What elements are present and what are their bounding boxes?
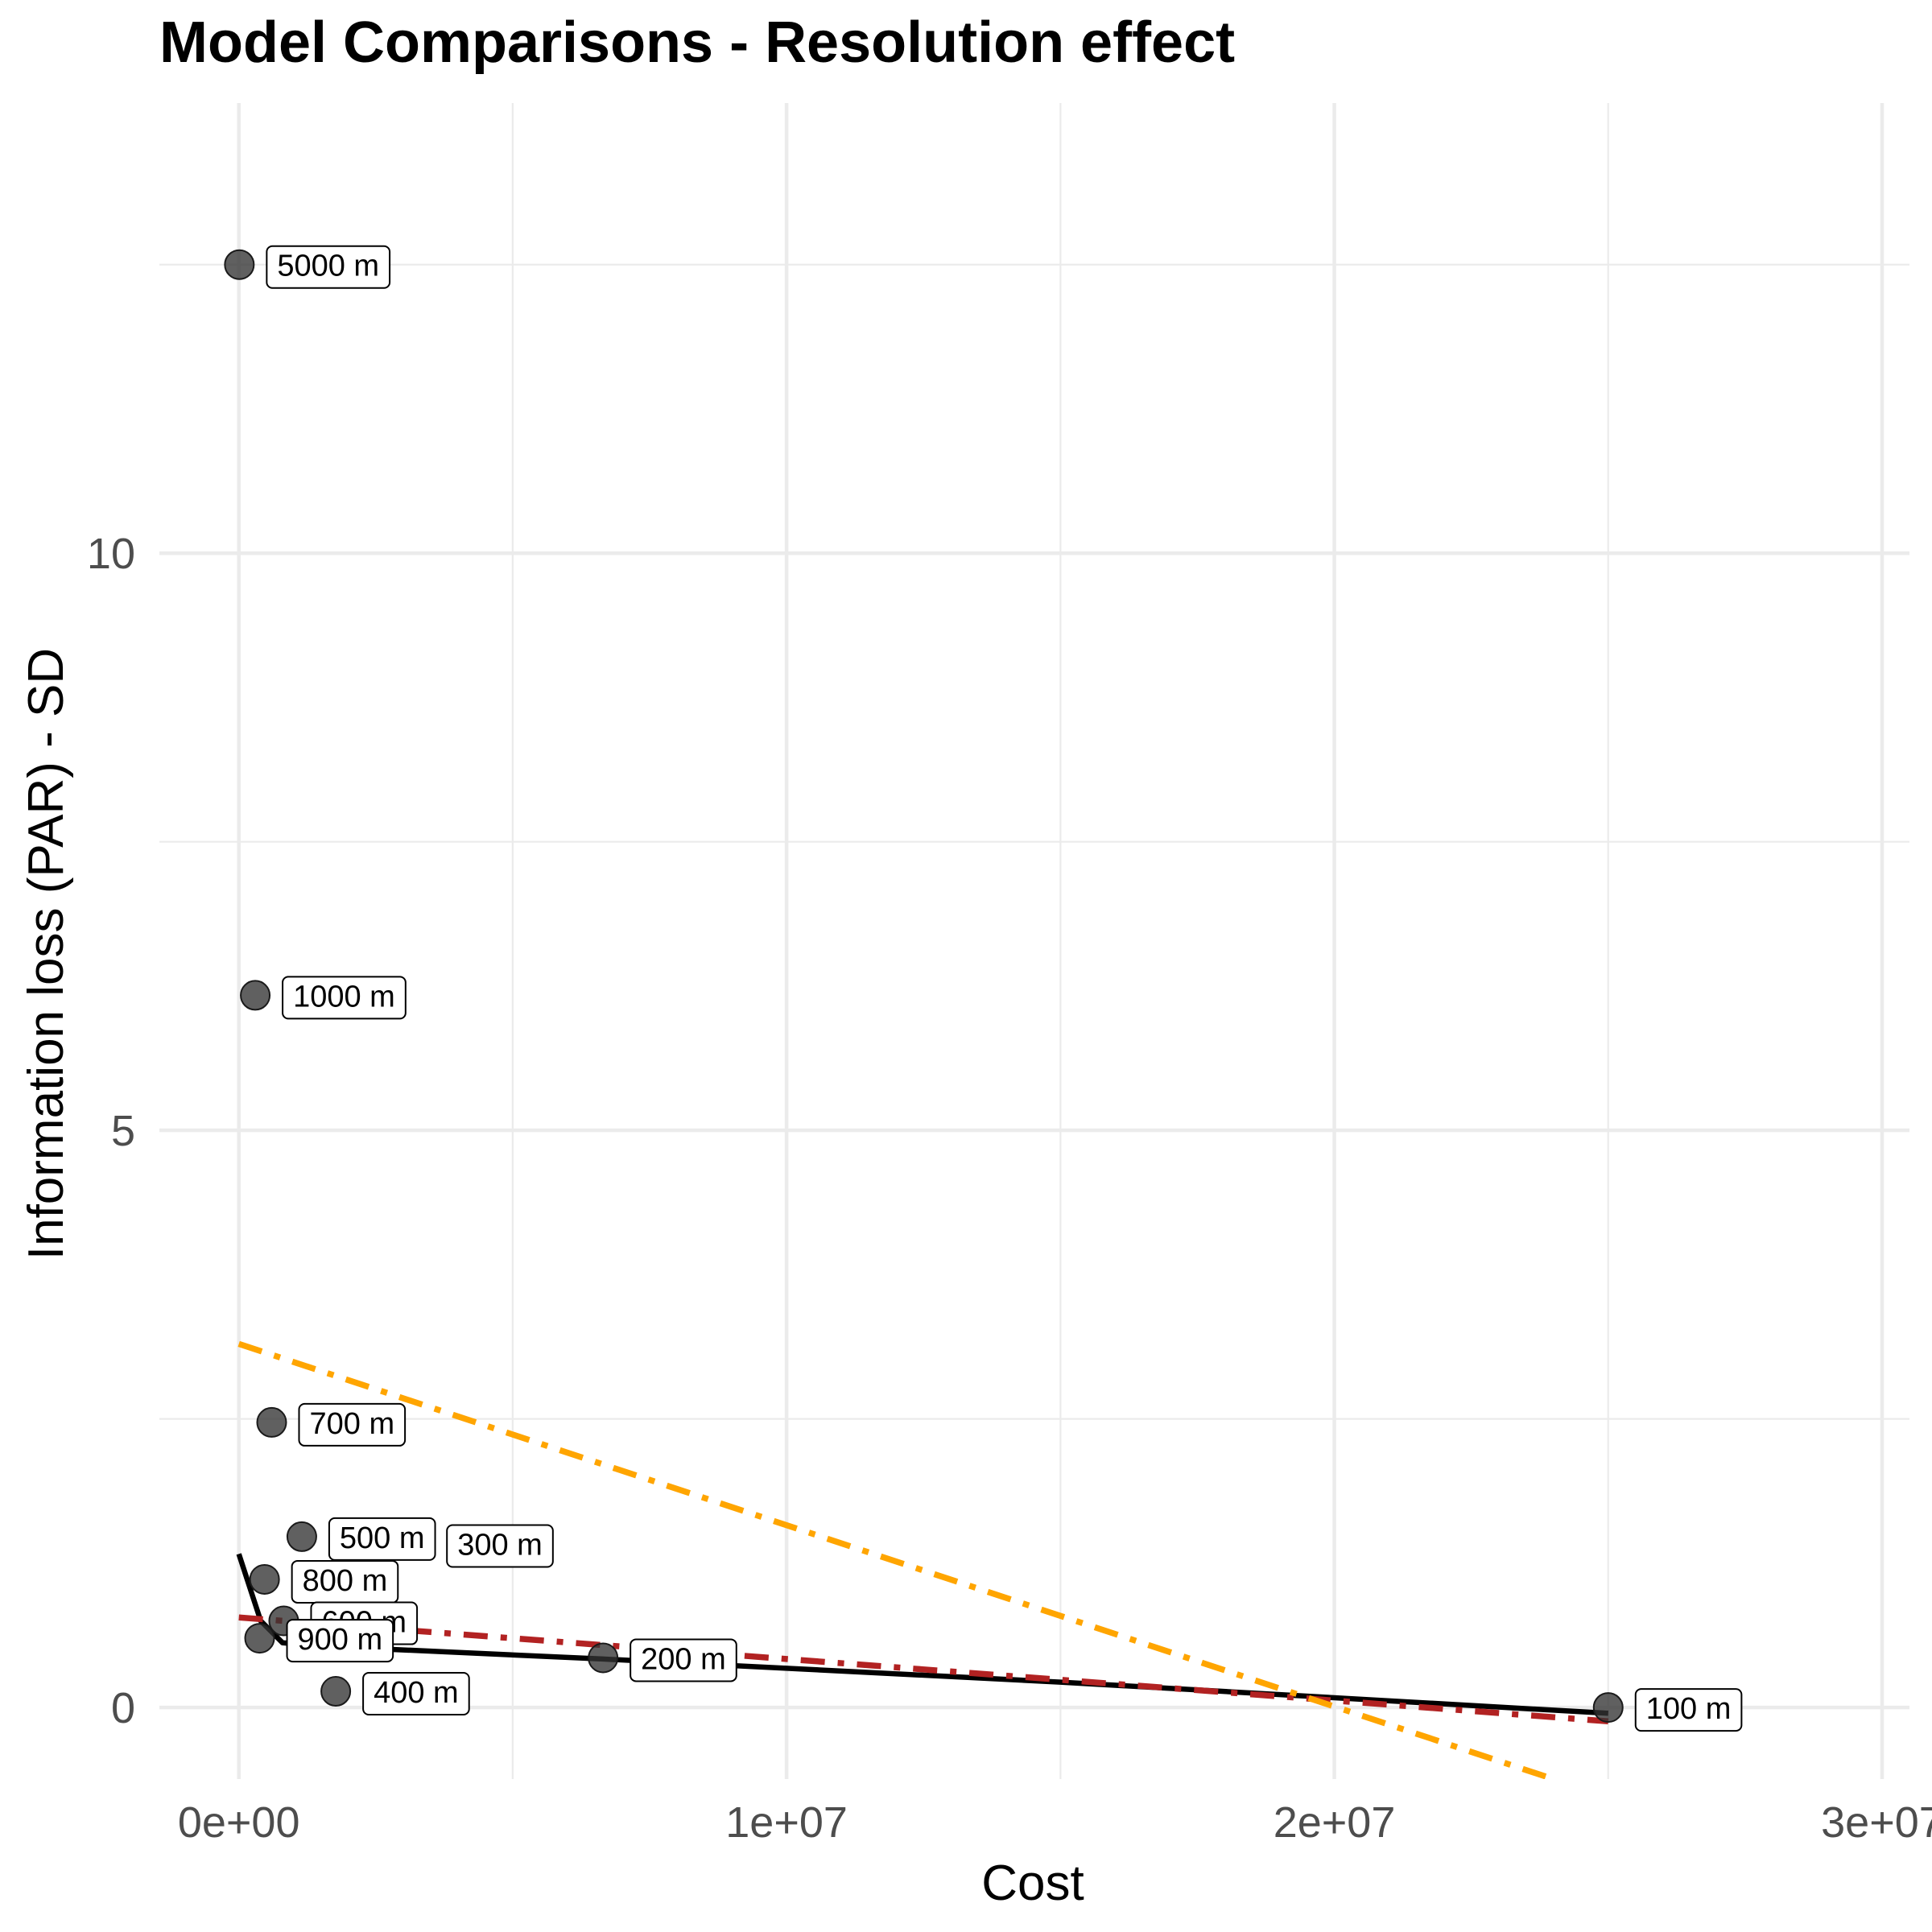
x-tick-label: 3e+07 — [1821, 1798, 1932, 1847]
point-label-box — [298, 1402, 407, 1447]
data-point — [249, 1563, 280, 1595]
point-label: 5000 m — [266, 245, 391, 289]
point-label-box — [446, 1524, 554, 1568]
point-label-text: 800 m — [303, 1564, 388, 1598]
data-point — [244, 1623, 275, 1654]
point-label: 200 m — [630, 1638, 737, 1682]
point-label: 300 m — [446, 1524, 554, 1568]
y-axis-title: Information loss (PAR) - SD — [19, 648, 74, 1260]
data-point — [240, 980, 271, 1011]
data-point — [320, 1676, 352, 1707]
point-label: 400 m — [362, 1672, 470, 1716]
trend-line-2 — [238, 1614, 1609, 1725]
point-label: 100 m — [1634, 1688, 1743, 1732]
point-label-text: 100 m — [1646, 1692, 1732, 1726]
point-label: 1000 m — [282, 976, 407, 1020]
data-point — [1592, 1692, 1624, 1724]
y-tick-label: 0 — [111, 1684, 135, 1732]
point-label: 500 m — [328, 1517, 436, 1561]
x-tick-label: 0e+00 — [178, 1798, 300, 1847]
point-label-box — [630, 1638, 737, 1682]
point-label: 900 m — [286, 1619, 394, 1663]
point-label-box — [286, 1619, 394, 1663]
trend-line-3 — [237, 1340, 1554, 1779]
data-points — [224, 249, 1624, 1724]
x-tick-label: 1e+07 — [725, 1798, 848, 1847]
point-label: 700 m — [298, 1402, 407, 1447]
data-point — [286, 1521, 317, 1552]
x-axis-title: Cost — [981, 1856, 1084, 1911]
point-label-box — [266, 245, 391, 289]
point-label-box — [1634, 1688, 1743, 1732]
tick-labels: 0e+00 1e+07 2e+07 3e+07 0 5 10 — [87, 530, 1932, 1847]
point-label-text: 1000 m — [293, 980, 395, 1013]
point-label-box — [328, 1517, 436, 1561]
y-tick-label: 5 — [111, 1107, 135, 1155]
data-point — [588, 1642, 619, 1674]
point-label-text: 700 m — [309, 1407, 394, 1441]
point-label: 800 m — [291, 1559, 399, 1604]
point-label-text: 300 m — [457, 1528, 543, 1562]
point-label-text: 900 m — [298, 1623, 383, 1657]
point-label-text: 500 m — [340, 1521, 425, 1555]
y-tick-label: 10 — [87, 530, 135, 578]
chart-title: Model Comparisons - Resolution effect — [159, 10, 1236, 75]
point-label-text: 5000 m — [277, 250, 379, 283]
point-label-box — [362, 1672, 470, 1716]
data-point — [224, 249, 255, 280]
point-label-text: 200 m — [641, 1642, 726, 1676]
point-label-text: 400 m — [374, 1676, 459, 1710]
x-tick-label: 2e+07 — [1274, 1798, 1396, 1847]
data-point — [256, 1406, 287, 1438]
point-label-box — [282, 976, 407, 1020]
